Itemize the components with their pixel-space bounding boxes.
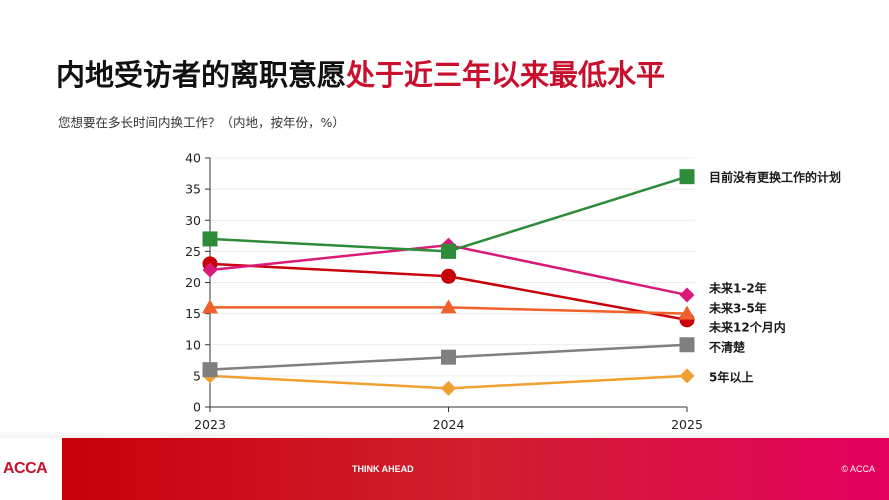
page-title: 内地受访者的离职意愿处于近三年以来最低水平 <box>56 52 665 94</box>
title-black: 内地受访者的离职意愿 <box>56 58 347 92</box>
title-highlight: 处于近三年以来最低水平 <box>346 58 666 92</box>
diamond-marker-icon <box>679 368 695 384</box>
series-label: 不清楚 <box>709 340 746 355</box>
triangle-marker-icon <box>202 299 218 314</box>
triangle-marker-icon <box>679 305 695 320</box>
acca-logo: ACCA <box>3 460 48 477</box>
y-tick-label: 20 <box>185 275 201 290</box>
footer-copyright: © ACCA <box>841 464 875 474</box>
x-tick-label: 2023 <box>194 417 226 432</box>
y-tick-label: 40 <box>185 151 201 166</box>
y-tick-label: 10 <box>185 337 201 352</box>
footer-band <box>62 438 889 500</box>
footer-tagline: THINK AHEAD <box>352 464 414 474</box>
series-label: 未来1-2年 <box>708 281 767 296</box>
diamond-marker-icon <box>441 380 456 396</box>
square-marker-icon <box>202 231 218 247</box>
square-marker-icon <box>202 362 218 378</box>
series-label: 5年以上 <box>709 370 753 385</box>
y-tick-label: 0 <box>193 400 201 415</box>
y-tick-label: 35 <box>185 182 201 197</box>
square-marker-icon <box>679 337 695 353</box>
triangle-marker-icon <box>440 299 457 314</box>
square-marker-icon <box>441 243 456 259</box>
footer: ACCA THINK AHEAD © ACCA <box>0 438 889 500</box>
series-label: 未来12个月内 <box>708 320 786 335</box>
circle-marker-icon <box>441 268 456 284</box>
series-label: 未来3-5年 <box>708 301 767 316</box>
x-tick-label: 2024 <box>433 417 465 432</box>
diamond-marker-icon <box>202 262 218 278</box>
series-label: 目前没有更换工作的计划 <box>709 170 841 185</box>
square-marker-icon <box>441 349 456 365</box>
y-tick-label: 30 <box>185 213 201 228</box>
footer-divider <box>0 430 889 438</box>
chart-subtitle: 您想要在多长时间内换工作？（内地，按年份，%） <box>58 115 345 130</box>
diamond-marker-icon <box>679 287 695 303</box>
logo-area: ACCA <box>0 438 62 500</box>
y-tick-label: 25 <box>185 244 201 259</box>
square-marker-icon <box>679 169 695 185</box>
x-tick-label: 2025 <box>671 417 703 432</box>
y-tick-label: 5 <box>193 368 201 383</box>
y-tick-label: 15 <box>185 306 201 321</box>
